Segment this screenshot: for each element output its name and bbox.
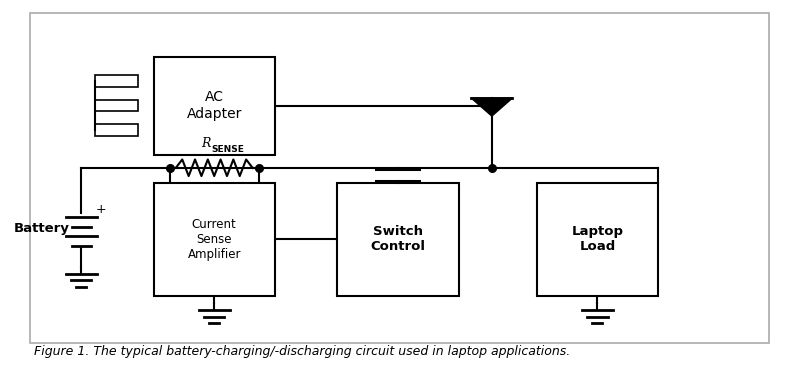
Bar: [95, 75, 138, 87]
Text: AC
Adapter: AC Adapter: [186, 90, 242, 121]
Text: Figure 1. The typical battery-charging/-discharging circuit used in laptop appli: Figure 1. The typical battery-charging/-…: [35, 345, 570, 358]
Text: R: R: [201, 137, 211, 150]
Text: Switch
Control: Switch Control: [371, 225, 425, 253]
Bar: [154, 57, 275, 155]
Bar: [95, 100, 138, 111]
Polygon shape: [471, 98, 513, 116]
Text: Current
Sense
Amplifier: Current Sense Amplifier: [188, 218, 241, 261]
Bar: [338, 183, 458, 296]
Bar: [537, 183, 658, 296]
Text: Laptop
Load: Laptop Load: [571, 225, 623, 253]
Text: +: +: [95, 204, 106, 216]
Text: SENSE: SENSE: [212, 145, 245, 154]
Bar: [31, 13, 769, 343]
Text: Battery: Battery: [13, 222, 69, 234]
Bar: [154, 183, 275, 296]
Bar: [95, 124, 138, 136]
